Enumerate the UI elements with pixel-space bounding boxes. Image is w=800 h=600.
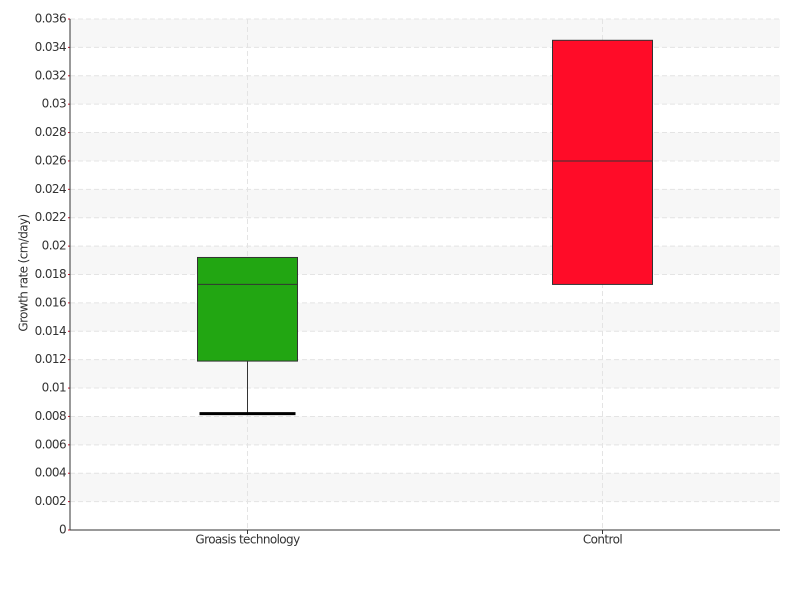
y-tick-label: 0.032 <box>35 68 66 82</box>
grid-band <box>70 189 780 218</box>
box <box>552 39 653 285</box>
grid-band <box>70 416 780 445</box>
box <box>197 256 298 362</box>
grid-band <box>70 302 780 332</box>
y-tick-label: 0.016 <box>35 295 66 309</box>
y-tick-label: 0.01 <box>42 381 66 395</box>
y-tick-label: 0.026 <box>35 153 66 167</box>
grid-band <box>70 473 780 502</box>
y-tick-label: 0.036 <box>35 12 66 26</box>
y-axis-label: Growth rate (cm/day) <box>17 214 31 331</box>
y-tick-label: 0.006 <box>35 437 66 451</box>
grid-band <box>70 19 780 48</box>
grid-band <box>70 359 780 389</box>
y-tick-label: 0.024 <box>35 182 66 196</box>
y-tick-label: 0.004 <box>35 466 66 480</box>
y-tick-label: 0.02 <box>42 239 66 253</box>
y-tick-label: 0.018 <box>35 267 66 281</box>
y-tick-label: 0.014 <box>35 324 66 338</box>
grid-band <box>70 246 780 275</box>
y-tick-label: 0.002 <box>35 494 66 508</box>
y-tick-label: 0 <box>59 523 66 537</box>
x-tick-label: Groasis technology <box>195 533 300 547</box>
y-tick-label: 0.03 <box>42 97 66 111</box>
y-tick-label: 0.012 <box>35 352 66 366</box>
grid-band <box>70 132 780 161</box>
y-tick-label: 0.022 <box>35 210 66 224</box>
y-tick-label: 0.034 <box>35 40 66 54</box>
grid-band <box>70 75 780 105</box>
y-tick-label: 0.008 <box>35 409 66 423</box>
x-tick-label: Control <box>583 533 622 547</box>
plot-background <box>70 19 780 502</box>
y-tick-label: 0.028 <box>35 125 66 139</box>
